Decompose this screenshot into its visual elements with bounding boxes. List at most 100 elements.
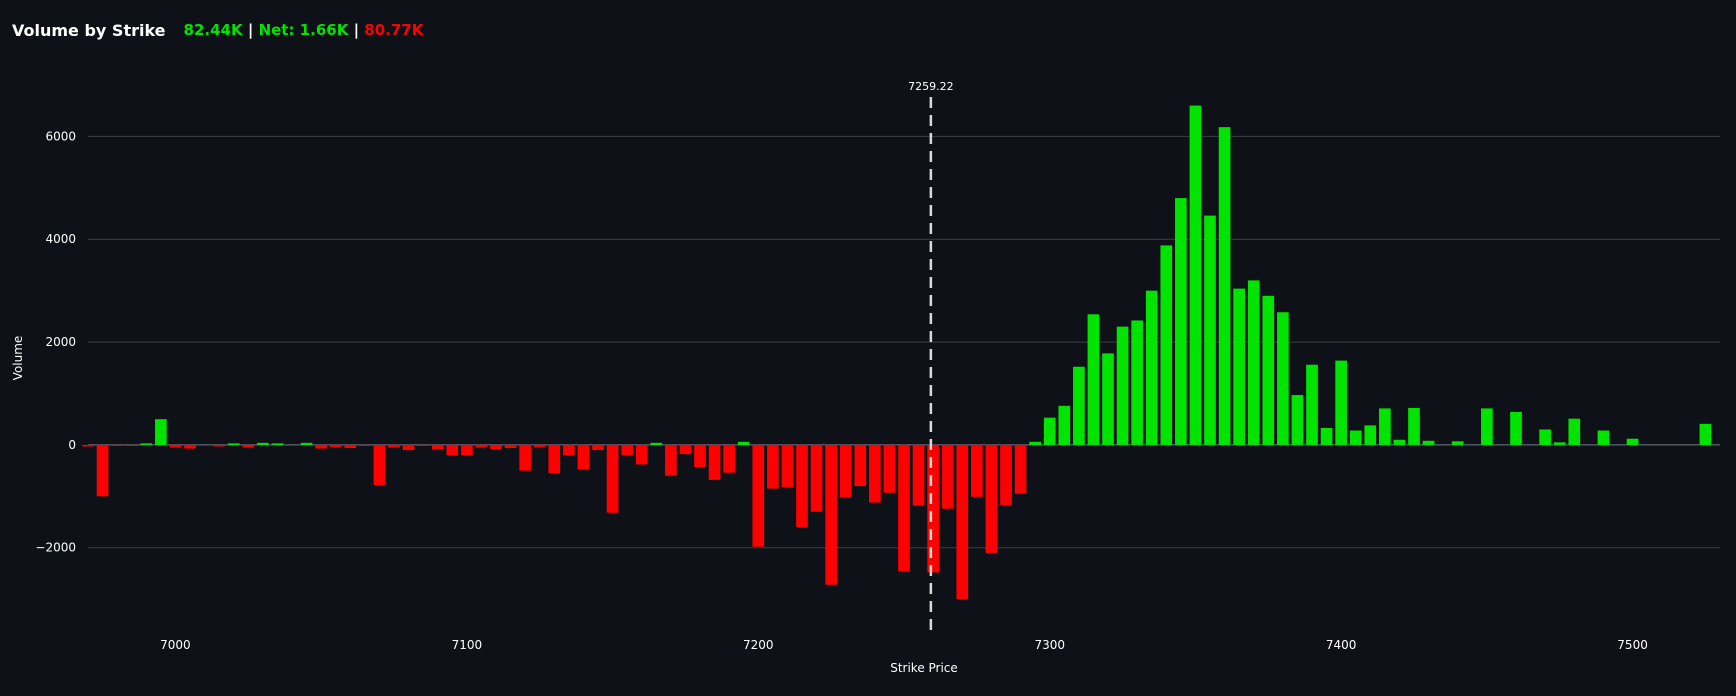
bar [825,444,837,585]
x-tick-label: 7000 [160,638,191,652]
bar [1364,425,1377,445]
bar [475,444,488,448]
bar [1306,364,1318,445]
bar [1597,430,1610,445]
bar [96,444,109,497]
y-axis-title: Volume [11,336,25,381]
summary-separator: | [353,21,360,39]
bar [941,444,954,509]
bar [577,444,590,470]
bar [111,444,123,446]
bar [140,443,153,445]
bar [563,444,575,456]
bar [359,444,371,446]
bar [257,442,269,445]
bar [242,444,255,448]
bar [723,444,735,473]
bar [402,444,415,451]
bar [1058,405,1071,445]
bar [1145,290,1158,445]
y-tick-label: 0 [68,438,76,452]
bar [431,444,444,450]
bar [592,444,604,451]
x-tick-label: 7500 [1617,638,1648,652]
bar [1291,395,1304,445]
bar [461,444,473,456]
y-tick-label: −2000 [35,541,76,555]
bar [446,444,459,456]
bar [1699,423,1712,445]
x-tick-label: 7200 [743,638,774,652]
bar [1422,440,1435,445]
bar [752,444,765,547]
bar [344,444,357,448]
put-volume-total: 80.77K [364,21,424,39]
bar [1029,441,1041,445]
bar [1379,408,1391,445]
bar [912,444,925,506]
bar [1131,320,1143,445]
bar [1393,439,1406,445]
bar [1073,366,1085,445]
bar [1175,198,1187,445]
bar [1218,127,1231,445]
bar [679,444,692,455]
net-volume: Net: 1.66K [258,21,349,39]
bar [417,444,429,446]
bar [635,444,648,465]
bar [548,444,561,474]
bar [1204,215,1216,445]
bar [1102,353,1114,445]
bar [1087,314,1100,445]
bar [1277,312,1289,445]
summary-separator: | [247,21,254,39]
x-axis-ticks: 7000 7100 7200 7300 7400 7500 [160,638,1648,652]
bar [1451,441,1464,445]
x-axis-title: Strike Price [890,661,958,675]
bar [694,444,706,468]
bar [1349,430,1362,445]
bar [883,444,896,493]
bar [737,441,750,445]
bar [1189,105,1202,445]
y-tick-label: 6000 [45,129,76,143]
y-tick-label: 4000 [45,232,76,246]
bar [1043,417,1056,445]
bar [956,444,969,600]
bar [1233,288,1245,445]
bar [271,443,284,445]
bar [869,444,881,503]
bars [82,105,1712,600]
bar [854,444,867,487]
bar [927,444,939,573]
bar [519,444,531,471]
bar [650,442,663,445]
bar [708,444,721,480]
bar [665,444,677,476]
bar [1000,444,1012,506]
bar [1335,360,1347,445]
bar [1568,418,1581,445]
bar [971,444,983,497]
x-tick-label: 7100 [452,638,483,652]
bar [1160,245,1173,445]
bar [985,444,998,553]
bar [1553,442,1566,445]
bar [1116,326,1129,445]
bar [621,444,633,456]
volume-summary: 82.44K | Net: 1.66K | 80.77K [184,21,424,39]
x-tick-label: 7400 [1326,638,1357,652]
bar [213,444,225,447]
bar [169,444,182,448]
bar [606,444,619,513]
bar [184,444,196,449]
bar [1408,407,1420,445]
bar [781,444,794,488]
bar [1626,438,1639,445]
bar [767,444,779,489]
bar [300,442,313,445]
y-axis-ticks: −2000 0 2000 4000 6000 [35,129,76,554]
reference-line: 7259.22 [908,80,954,630]
bar [329,444,342,447]
bar [504,444,517,448]
